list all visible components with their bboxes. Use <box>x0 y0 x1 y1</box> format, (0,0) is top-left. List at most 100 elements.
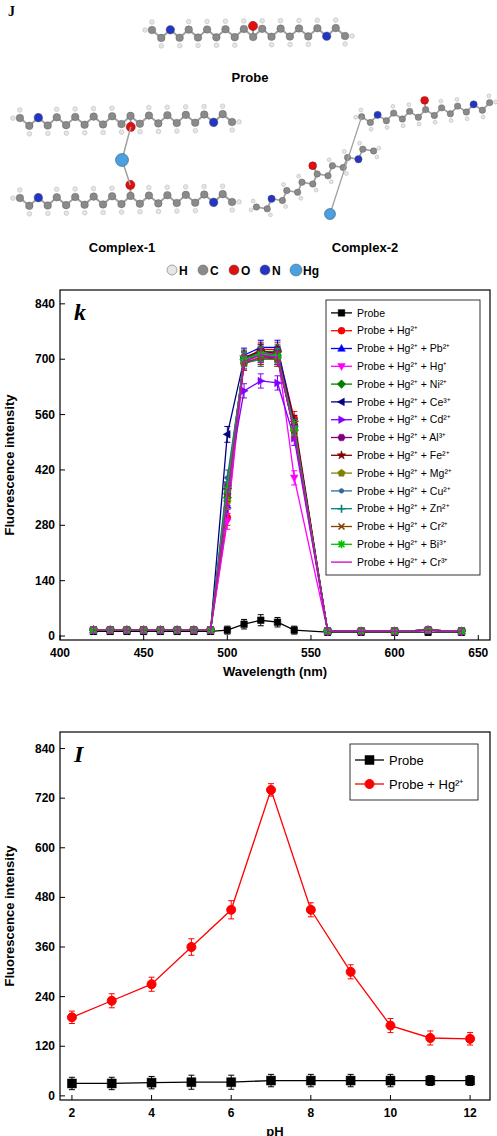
atom-h <box>391 104 395 108</box>
series-line <box>93 357 461 631</box>
atom-c <box>228 198 236 206</box>
y-tick-label: 700 <box>35 352 55 366</box>
atom-c <box>431 112 437 118</box>
atom-c <box>157 34 165 42</box>
atom-h <box>233 43 238 48</box>
atom-h <box>73 187 78 192</box>
molecule-label: Probe <box>232 70 269 85</box>
legend-label: Probe <box>389 753 424 768</box>
series <box>90 615 465 636</box>
atom-n <box>34 193 43 202</box>
atom-c <box>81 121 89 129</box>
marker <box>346 1076 355 1085</box>
atom-c <box>191 199 199 207</box>
bonds <box>20 185 232 206</box>
x-tick <box>151 1095 152 1100</box>
series-line <box>93 359 461 631</box>
y-tick <box>60 947 65 948</box>
atom-c <box>136 120 144 128</box>
plot-frame <box>60 290 490 640</box>
y-tick <box>60 1095 65 1096</box>
legend-marker <box>338 364 346 371</box>
plot-frame <box>60 732 490 1100</box>
marker <box>147 1078 156 1087</box>
x-tick <box>71 1095 72 1100</box>
x-tick-label: 600 <box>385 646 405 660</box>
atom-c <box>62 201 70 209</box>
atom-swatch <box>167 265 177 275</box>
series <box>67 1074 474 1089</box>
atom-c <box>454 103 460 109</box>
atom-h <box>46 211 51 216</box>
atom-h <box>314 188 318 192</box>
atom-h <box>82 210 87 215</box>
marker <box>224 627 231 634</box>
atom-c <box>286 33 294 41</box>
atom-h <box>299 196 303 200</box>
atom-c <box>213 34 221 42</box>
error-bar <box>241 354 247 368</box>
x-tick-label: 400 <box>50 646 70 660</box>
x-tick <box>390 1095 391 1100</box>
atom-c <box>200 111 208 119</box>
legend-label: Probe + Hg²⁺ + Cu²⁺ <box>357 485 451 497</box>
atom-h <box>260 19 265 24</box>
atom-n <box>322 32 331 41</box>
y-tick <box>60 897 65 898</box>
series <box>90 342 465 634</box>
marker <box>267 785 276 794</box>
legend-marker <box>365 780 374 789</box>
atom-c <box>332 24 340 32</box>
series <box>90 374 465 635</box>
error-bar <box>90 627 96 633</box>
atom-h <box>183 185 188 190</box>
atom-h <box>237 120 242 125</box>
y-tick <box>60 414 65 415</box>
atom-c <box>479 107 485 113</box>
marker <box>67 1079 76 1088</box>
atom-h <box>64 131 69 136</box>
error-bar <box>224 490 230 506</box>
x-tick-label: 650 <box>468 646 488 660</box>
legend-label: Probe + Hg²⁺ + Al³⁺ <box>357 431 446 443</box>
series <box>67 784 474 1045</box>
atom-c <box>118 200 126 208</box>
atom-c <box>62 121 70 129</box>
x-tick-label: 6 <box>228 1106 235 1120</box>
y-tick-label: 600 <box>35 841 55 855</box>
marker <box>466 1076 475 1085</box>
atom-c <box>231 33 239 41</box>
error-bar <box>258 347 264 361</box>
legend-label: Probe + Hg²⁺ + Cr²⁺ <box>357 520 448 532</box>
x-tick <box>470 1095 471 1100</box>
error-bar <box>291 626 297 634</box>
atom-h <box>358 141 362 145</box>
marker <box>386 1021 395 1030</box>
atom-n <box>209 118 218 127</box>
error-bar <box>291 425 297 439</box>
chart: 4004505005506006500140280420560700840Wav… <box>2 290 490 679</box>
complex-2-model <box>249 94 497 220</box>
y-tick-label: 280 <box>35 518 55 532</box>
atom-c <box>314 24 322 32</box>
atom-c <box>108 112 116 120</box>
atom-h <box>407 103 411 107</box>
legend-label: Probe + Hg²⁺ + Ni²⁺ <box>357 378 447 390</box>
atom-c <box>447 111 453 117</box>
marker <box>107 996 116 1005</box>
atom-c <box>164 111 172 119</box>
error-bar <box>258 348 264 362</box>
atom-h <box>183 105 188 110</box>
atom-h <box>110 186 115 191</box>
atom-c <box>145 192 153 200</box>
y-tick <box>60 525 65 526</box>
atom-c <box>200 191 208 199</box>
atom-h <box>196 43 201 48</box>
atom-h <box>91 186 96 191</box>
atom-h <box>101 130 106 135</box>
atom-h <box>193 128 198 133</box>
x-tick-label: 10 <box>384 1106 398 1120</box>
atom-swatch <box>290 264 302 276</box>
atom-h <box>73 107 78 112</box>
atom-c <box>90 193 98 201</box>
